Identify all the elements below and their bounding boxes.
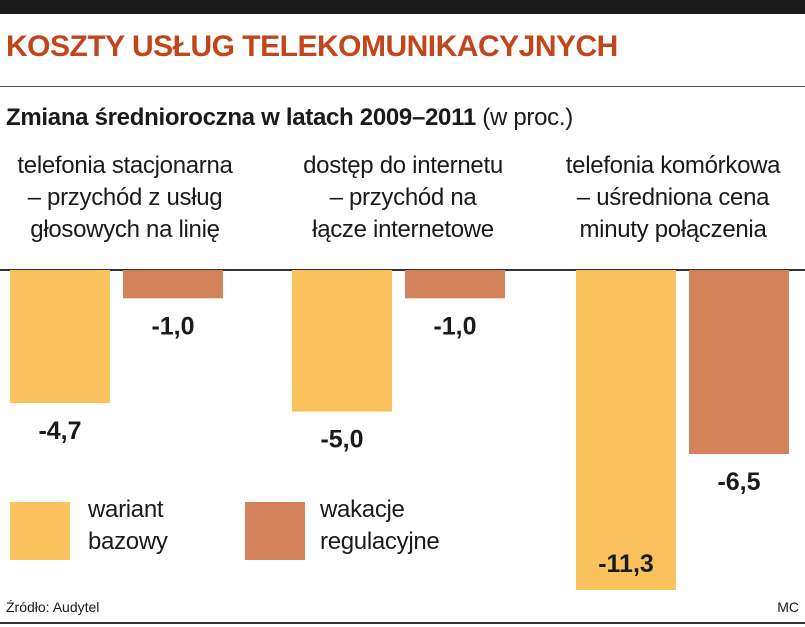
legend-label-line: wakacje bbox=[320, 496, 405, 523]
subtitle-main: Zmiana średnioroczna w latach 2009–2011 bbox=[6, 104, 476, 131]
bar-base-1 bbox=[10, 270, 110, 404]
legend-label-line: regulacyjne bbox=[320, 528, 440, 555]
legend-swatch-base bbox=[10, 502, 70, 560]
category-label-line: – przychód na bbox=[329, 184, 477, 211]
legend-label-base: wariant bazowy bbox=[88, 494, 168, 558]
bottom-rule bbox=[0, 622, 805, 624]
chart-subtitle: Zmiana średnioroczna w latach 2009–2011 … bbox=[6, 104, 573, 132]
legend-label-line: wariant bbox=[88, 496, 164, 523]
bar-regulatory-2 bbox=[405, 270, 505, 299]
bar-regulatory-1 bbox=[123, 270, 223, 299]
category-label-line: łącze internetowe bbox=[312, 216, 494, 243]
value-label-base-1: -4,7 bbox=[38, 417, 81, 445]
category-label-line: telefonia komórkowa bbox=[565, 152, 781, 179]
subtitle-unit: (w proc.) bbox=[482, 104, 573, 131]
category-label-line: – przychód z usług bbox=[27, 184, 223, 211]
source-note: Źródło: Audytel bbox=[6, 599, 100, 615]
bar-regulatory-3 bbox=[689, 270, 789, 455]
value-label-base-3: -11,3 bbox=[598, 550, 654, 578]
category-label-line: telefonia stacjonarna bbox=[17, 152, 233, 179]
value-label-base-2: -5,0 bbox=[320, 426, 363, 454]
legend-label-line: bazowy bbox=[88, 528, 168, 555]
author-credit: MC bbox=[777, 599, 799, 615]
value-label-regulatory-2: -1,0 bbox=[433, 312, 476, 340]
top-bar bbox=[0, 0, 805, 14]
category-label-line: głosowych na linię bbox=[30, 216, 220, 243]
category-label-line: – uśredniona cena bbox=[576, 184, 770, 211]
title-divider bbox=[0, 86, 805, 87]
category-label-internet: dostęp do internetu – przychód na łącze … bbox=[268, 150, 538, 246]
bar-base-2 bbox=[292, 270, 392, 412]
chart-title: KOSZTY USŁUG TELEKOMUNIKACYJNYCH bbox=[6, 30, 618, 63]
legend-label-regulatory: wakacje regulacyjne bbox=[320, 494, 440, 558]
category-label-line: minuty połączenia bbox=[579, 216, 767, 243]
bar-base-3 bbox=[576, 270, 676, 590]
category-label-landline: telefonia stacjonarna – przychód z usług… bbox=[0, 150, 260, 246]
category-label-mobile: telefonia komórkowa – uśredniona cena mi… bbox=[548, 150, 798, 246]
value-label-regulatory-1: -1,0 bbox=[151, 312, 194, 340]
value-label-regulatory-3: -6,5 bbox=[717, 468, 760, 496]
legend-swatch-regulatory bbox=[245, 502, 305, 560]
category-label-line: dostęp do internetu bbox=[303, 152, 503, 179]
